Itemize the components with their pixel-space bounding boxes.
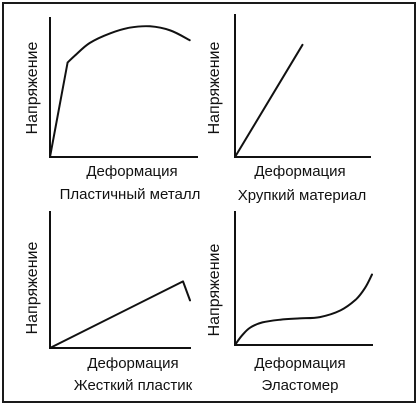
elastomer-curve	[234, 273, 373, 346]
x-axis-label: Деформация	[254, 355, 345, 372]
y-axis-label: Напряжение	[206, 244, 223, 337]
rigid-plastic-curve	[49, 280, 191, 349]
chart-ductile-metal: Напряжение Деформация Пластичный металл	[24, 17, 201, 203]
brittle-material-curve	[234, 43, 304, 158]
chart-caption: Эластомер	[262, 377, 339, 394]
chart-brittle-material: Напряжение Деформация Хрупкий материал	[206, 14, 371, 204]
chart-caption: Пластичный металл	[60, 186, 201, 203]
x-axis-label: Деформация	[254, 163, 345, 180]
x-axis-label: Деформация	[86, 163, 177, 180]
chart-caption: Хрупкий материал	[238, 187, 366, 204]
ductile-metal-curve	[49, 25, 191, 158]
y-axis-label: Напряжение	[206, 42, 223, 135]
stress-strain-figure	[2, 2, 416, 403]
x-axis-label: Деформация	[87, 355, 178, 372]
chart-elastomer: Напряжение Деформация Эластомер	[206, 211, 373, 394]
chart-caption: Жесткий пластик	[74, 377, 193, 394]
chart-rigid-plastic: Напряжение Деформация Жесткий пластик	[24, 211, 193, 394]
y-axis-label: Напряжение	[24, 242, 41, 335]
y-axis-label: Напряжение	[24, 42, 41, 135]
